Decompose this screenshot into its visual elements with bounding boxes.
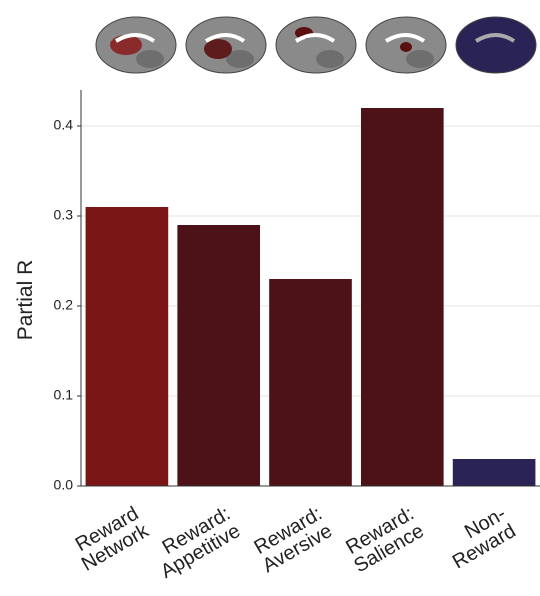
bar <box>269 279 352 486</box>
y-tick-label: 0.4 <box>54 117 74 133</box>
y-tick-label: 0.0 <box>54 477 74 493</box>
y-tick-label: 0.3 <box>54 207 74 223</box>
brain-icons <box>95 16 537 74</box>
x-tick-label: Reward:Appetitive <box>147 503 244 583</box>
x-tick-label: Non-Reward <box>439 503 520 574</box>
bar <box>360 108 444 486</box>
bar <box>452 459 536 486</box>
x-tick-label: Reward:Aversive <box>249 503 336 578</box>
y-tick-label: 0.1 <box>54 387 74 403</box>
y-tick-label: 0.2 <box>54 297 74 313</box>
bar <box>85 207 169 486</box>
y-axis-title: Partial R <box>14 260 37 341</box>
x-tick-label: Reward:Salience <box>340 503 427 578</box>
x-tick-label: RewardNetwork <box>68 502 153 576</box>
bar <box>177 225 261 486</box>
